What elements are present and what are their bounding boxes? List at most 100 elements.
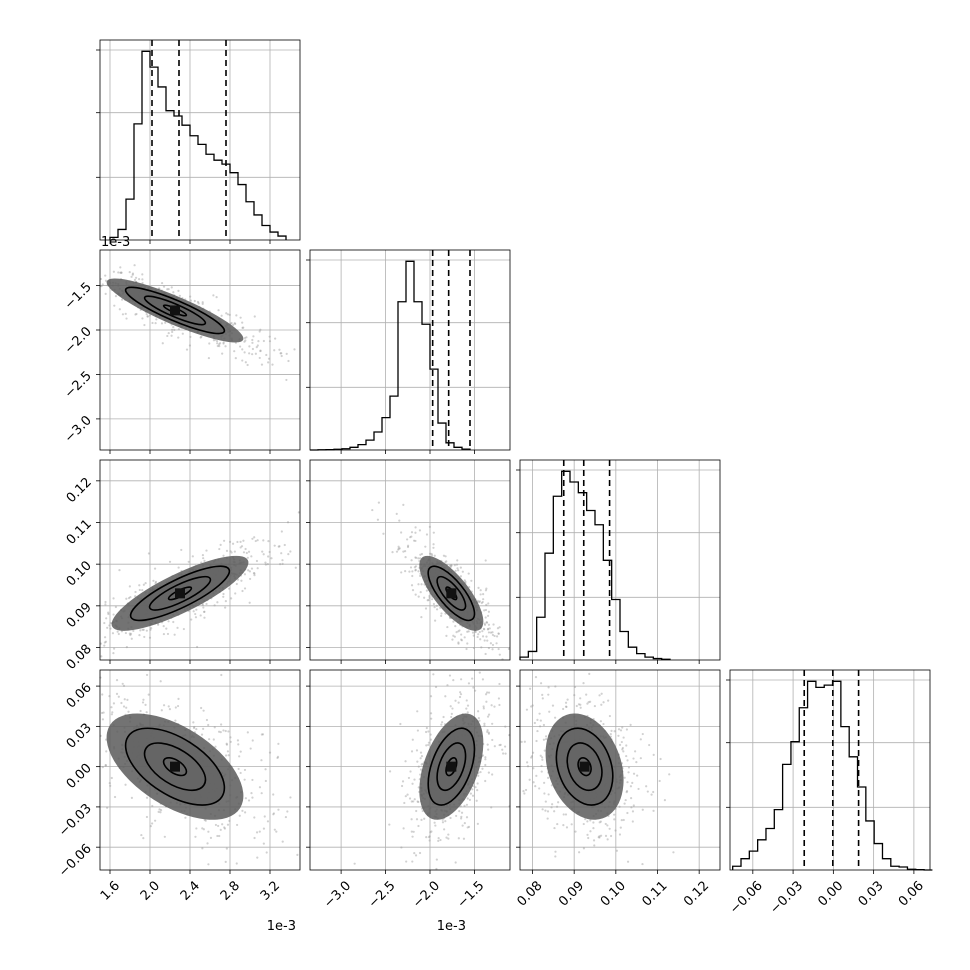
scatter-point bbox=[467, 630, 470, 633]
scatter-point bbox=[270, 557, 273, 560]
scatter-point bbox=[430, 554, 434, 557]
scatter-point bbox=[272, 813, 275, 816]
scatter-point bbox=[208, 342, 211, 345]
scatter-point bbox=[141, 317, 144, 320]
scatter-point bbox=[414, 531, 417, 534]
scatter-point bbox=[465, 699, 468, 702]
scatter-point bbox=[219, 543, 222, 546]
scatter-point bbox=[125, 706, 128, 709]
scatter-point bbox=[469, 792, 472, 795]
scatter-point bbox=[420, 763, 423, 766]
scatter-point bbox=[228, 819, 231, 822]
scatter-point bbox=[411, 574, 414, 578]
scatter-point bbox=[142, 583, 145, 586]
scatter-point bbox=[578, 851, 581, 854]
contour-line-3-1-2 bbox=[427, 727, 476, 806]
scatter-point bbox=[251, 341, 254, 344]
scatter-point bbox=[125, 646, 128, 649]
scatter-point bbox=[483, 724, 486, 727]
scatter-point bbox=[414, 593, 417, 596]
scatter-point bbox=[538, 712, 541, 715]
scatter-point bbox=[413, 566, 416, 569]
scatter-point bbox=[262, 339, 265, 343]
scatter-point bbox=[416, 800, 419, 803]
scatter-point bbox=[548, 710, 551, 713]
scatter-point bbox=[411, 782, 414, 785]
scatter-point bbox=[602, 722, 605, 726]
scatter-point bbox=[483, 722, 486, 725]
scatter-point bbox=[457, 641, 460, 644]
scatter-point bbox=[107, 612, 110, 616]
scatter-point bbox=[261, 733, 265, 736]
scatter-point bbox=[212, 294, 215, 297]
scatter-point bbox=[599, 820, 602, 823]
scatter-point bbox=[498, 682, 501, 686]
scatter-point bbox=[619, 826, 622, 829]
scatter-point bbox=[541, 693, 544, 696]
scatter-point bbox=[613, 813, 616, 816]
xtick-label-0-0: 1.6 bbox=[98, 878, 123, 903]
scatter-point bbox=[164, 321, 167, 324]
ytick-label-1-2: −2.0 bbox=[62, 324, 95, 357]
scatter-point bbox=[478, 600, 481, 604]
scatter-point bbox=[193, 725, 196, 729]
hist-panel-2 bbox=[516, 459, 721, 664]
scatter-point bbox=[625, 790, 629, 793]
scatter-point bbox=[545, 738, 548, 741]
scatter-point bbox=[579, 706, 582, 709]
scatter-point bbox=[170, 334, 173, 337]
scatter-point bbox=[152, 579, 155, 582]
scatter-point bbox=[155, 318, 158, 321]
scatter-point bbox=[645, 785, 648, 788]
scatter-point bbox=[151, 321, 154, 325]
scatter-point bbox=[498, 653, 501, 656]
scatter-point bbox=[523, 740, 526, 743]
scatter-point bbox=[570, 823, 573, 826]
scatter-point bbox=[418, 851, 422, 855]
scatter-point bbox=[455, 814, 458, 818]
scatter-point bbox=[460, 633, 463, 636]
scatter-point bbox=[417, 824, 420, 828]
scatter-point bbox=[437, 837, 440, 840]
scatter-point bbox=[226, 313, 230, 316]
scatter-point bbox=[114, 294, 118, 298]
scatter-point bbox=[466, 642, 469, 645]
scatter-point bbox=[525, 708, 529, 711]
scatter-point bbox=[289, 550, 292, 553]
scatter-point bbox=[145, 711, 148, 714]
scatter-point bbox=[425, 533, 429, 536]
scatter-point bbox=[129, 632, 133, 635]
xtick-label-3-1: −0.03 bbox=[767, 878, 806, 917]
scatter-point bbox=[106, 626, 109, 629]
scatter-point bbox=[287, 359, 290, 363]
scatter-point bbox=[118, 308, 121, 311]
scatter-panel-3-2: 0.08 0.09 0.10 0.11 0.12 bbox=[514, 669, 721, 910]
scatter-point bbox=[450, 715, 453, 719]
scatter-point bbox=[484, 589, 488, 592]
scatter-point bbox=[486, 730, 489, 733]
scatter-point bbox=[534, 785, 537, 788]
scatter-point bbox=[607, 699, 610, 702]
scatter-point bbox=[234, 357, 237, 360]
scatter-point bbox=[481, 600, 484, 604]
scatter-point bbox=[415, 556, 418, 559]
scatter-point bbox=[629, 723, 632, 726]
scatter-point bbox=[600, 692, 603, 695]
scatter-point bbox=[271, 363, 274, 366]
scatter-point bbox=[109, 627, 112, 630]
scatter-point bbox=[410, 818, 413, 821]
scatter-point bbox=[252, 335, 255, 338]
scatter-point bbox=[478, 671, 481, 674]
scatter-point bbox=[564, 705, 568, 708]
scatter-point bbox=[482, 705, 485, 708]
scatter-point bbox=[287, 553, 290, 556]
scatter-point bbox=[199, 336, 202, 339]
scatter-point bbox=[112, 702, 116, 705]
scatter-point bbox=[138, 634, 141, 637]
scatter-point bbox=[240, 579, 243, 582]
scatter-point bbox=[173, 633, 176, 636]
scatter-point bbox=[160, 709, 163, 712]
scatter-point bbox=[484, 763, 487, 767]
scatter-point bbox=[239, 771, 242, 775]
scatter-point bbox=[202, 557, 205, 560]
